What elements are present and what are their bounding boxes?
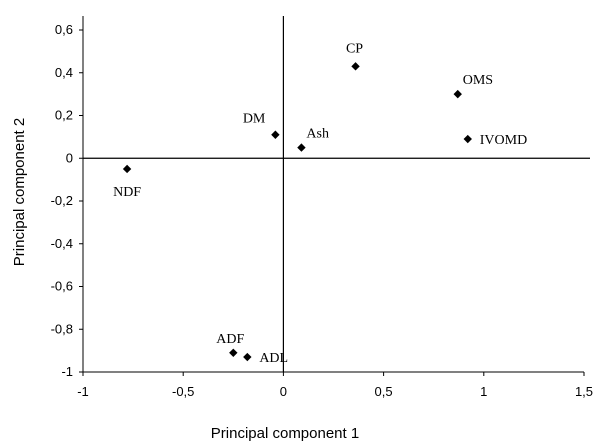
x-tick-label: 1	[480, 384, 487, 399]
data-label-adf: ADF	[216, 332, 244, 347]
data-label-ndf: NDF	[113, 185, 141, 200]
data-label-cp: CP	[346, 41, 363, 56]
data-label-ash: Ash	[306, 127, 329, 142]
y-axis-title: Principal component 2	[11, 118, 28, 266]
y-tick-label: -0,2	[51, 193, 73, 208]
y-tick-label: 0,6	[55, 22, 73, 37]
tick-labels-group: 0,6 0,4 0,2 0 -0,2 -0,4 -0,6 -0,8 -1 -1 -0,5 0 0,5 1 1…	[51, 22, 593, 399]
data-label-oms: OMS	[463, 73, 493, 88]
y-tick-label: 0,2	[55, 108, 73, 123]
y-tick-label: -0,6	[51, 279, 73, 294]
data-point-ivomd	[463, 134, 472, 144]
data-point-adf	[229, 348, 238, 357]
x-tick-label: -0,5	[172, 384, 194, 399]
y-tick-label: -0,4	[51, 236, 73, 251]
data-point-ash	[297, 143, 306, 152]
axes-group	[79, 16, 590, 376]
data-label-dm: DM	[243, 112, 266, 127]
y-tick-label: 0	[66, 150, 73, 165]
x-tick-label: -1	[77, 384, 89, 399]
x-tick-label: 0	[280, 384, 287, 399]
y-tick-label: 0,4	[55, 65, 73, 80]
y-tick-label: -0,8	[51, 321, 73, 336]
x-tick-label: 0,5	[375, 384, 393, 399]
data-point-dm	[271, 130, 280, 139]
data-point-cp	[351, 62, 360, 71]
y-tick-label: -1	[61, 364, 73, 379]
x-tick-label: 1,5	[575, 384, 593, 399]
data-point-adl	[243, 352, 252, 362]
data-label-ivomd: IVOMD	[480, 133, 527, 148]
data-label-adl: ADL	[259, 351, 288, 366]
data-point-oms	[453, 89, 462, 99]
x-axis-title: Principal component 1	[211, 425, 359, 442]
data-point-ndf	[122, 164, 132, 174]
data-points-group: CP OMS DM Ash IVOMD NDF ADF ADL	[113, 41, 527, 366]
